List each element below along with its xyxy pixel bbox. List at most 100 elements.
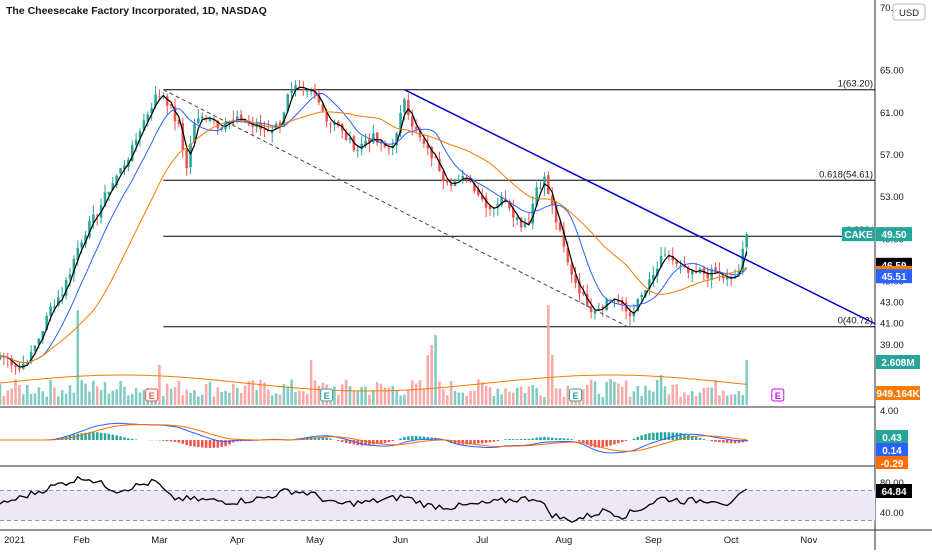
volume-bar xyxy=(481,382,484,405)
volume-bar xyxy=(547,305,550,405)
price-axis[interactable]: 65.0061.0057.0053.0049.0045.0043.0041.00… xyxy=(4,3,904,546)
volume-bar xyxy=(644,386,647,405)
macd-histogram-bar xyxy=(119,436,122,440)
volume-bar xyxy=(259,380,262,405)
volume-bar xyxy=(485,386,488,405)
macd-histogram-bar xyxy=(563,438,566,440)
volume-bar xyxy=(182,395,185,405)
volume-bar xyxy=(465,396,468,405)
price-axis-tick: 65.00 xyxy=(880,66,904,77)
volume-bar xyxy=(672,385,675,405)
macd-histogram-bar xyxy=(481,440,484,443)
volume-bar xyxy=(598,394,601,405)
candle-body xyxy=(185,150,188,168)
macd-histogram-bar xyxy=(399,438,402,440)
candles xyxy=(0,80,748,375)
macd-histogram-bar xyxy=(162,440,165,441)
volume-bar xyxy=(53,388,56,405)
volume-bar xyxy=(675,384,678,405)
volume-bar xyxy=(559,389,562,405)
volume-bar xyxy=(438,381,441,405)
macd-histogram-bar xyxy=(115,435,118,440)
macd-histogram-bar xyxy=(92,432,95,440)
candle-body xyxy=(34,346,37,351)
volume-bar xyxy=(726,396,729,405)
volume-bar xyxy=(357,391,360,405)
volume-bar xyxy=(683,393,686,405)
volume-bar xyxy=(26,385,29,405)
macd-histogram-bar xyxy=(135,439,138,440)
volume-bar xyxy=(170,389,173,405)
macd-histogram-bar xyxy=(543,437,546,440)
macd-histogram-bar xyxy=(473,440,476,444)
macd-histogram-bar xyxy=(197,440,200,447)
macd-histogram-bar xyxy=(524,439,527,440)
currency-badge[interactable]: USD xyxy=(893,4,925,20)
volume-bar xyxy=(679,397,682,405)
macd-histogram-bar xyxy=(80,433,83,440)
volume-bar xyxy=(718,395,721,405)
time-axis-label: 2021 xyxy=(4,535,25,546)
price-axis-tick: 43.00 xyxy=(880,298,904,309)
candle-body xyxy=(450,184,453,186)
candle-body xyxy=(49,306,52,315)
time-axis-label: Oct xyxy=(724,535,739,546)
volume-bar xyxy=(489,387,492,405)
earnings-marker-label: E xyxy=(324,391,330,401)
volume-bar xyxy=(687,395,690,405)
volume-bar xyxy=(617,383,620,405)
macd-histogram-bar xyxy=(493,440,496,442)
volume-bar xyxy=(255,390,258,405)
fib-levels: 1(63.20)0.618(54.61)0.382(0(40.72) xyxy=(163,79,875,327)
volume-bar xyxy=(524,393,527,405)
volume-bar xyxy=(555,388,558,405)
volume-bar xyxy=(664,386,667,405)
volume-bar xyxy=(497,389,500,405)
volume-bar xyxy=(586,385,589,405)
volume-bar xyxy=(512,393,515,405)
volume-bar xyxy=(158,365,161,405)
volume-bar xyxy=(201,395,204,405)
candle-body xyxy=(388,148,391,149)
volume-bar xyxy=(707,387,710,405)
volume-bar xyxy=(493,396,496,405)
volume-bar xyxy=(535,388,538,405)
price-tag-value: 45.51 xyxy=(881,272,906,283)
volume-bar xyxy=(660,375,663,405)
volume-bar xyxy=(594,381,597,405)
volume-bar xyxy=(372,390,375,405)
volume-bar xyxy=(275,393,278,405)
volume-bar xyxy=(434,335,437,405)
fib-label: 1(63.20) xyxy=(838,79,873,90)
volume-bar xyxy=(605,382,608,405)
volume-bar xyxy=(341,384,344,405)
macd-histogram-bar xyxy=(520,439,523,440)
volume-bar xyxy=(668,394,671,405)
candle-body xyxy=(570,264,573,274)
volume-bar xyxy=(360,387,363,405)
volume-bar xyxy=(637,386,640,405)
volume-bar xyxy=(84,384,87,405)
volume-bar xyxy=(563,397,566,405)
volume-bar xyxy=(609,379,612,405)
volume-bar xyxy=(551,355,554,405)
volume-bar xyxy=(415,383,418,405)
volume-bar xyxy=(353,391,356,405)
volume-bar xyxy=(613,382,616,405)
candle-body xyxy=(189,144,192,168)
volume-bar xyxy=(722,391,725,405)
macd-histogram-bar xyxy=(504,439,507,440)
volume-bar xyxy=(368,395,371,405)
candle-body xyxy=(547,175,550,194)
volume-bar xyxy=(318,386,321,405)
macd-histogram-bar xyxy=(722,440,725,443)
macd-histogram-bar xyxy=(131,439,134,440)
macd-value: 0.43 xyxy=(882,433,902,444)
volume-bar xyxy=(349,386,352,405)
macd-histogram-bar xyxy=(127,438,130,440)
volume-bar xyxy=(263,383,266,405)
volume-bar xyxy=(314,380,317,405)
volume-bar xyxy=(454,391,457,405)
